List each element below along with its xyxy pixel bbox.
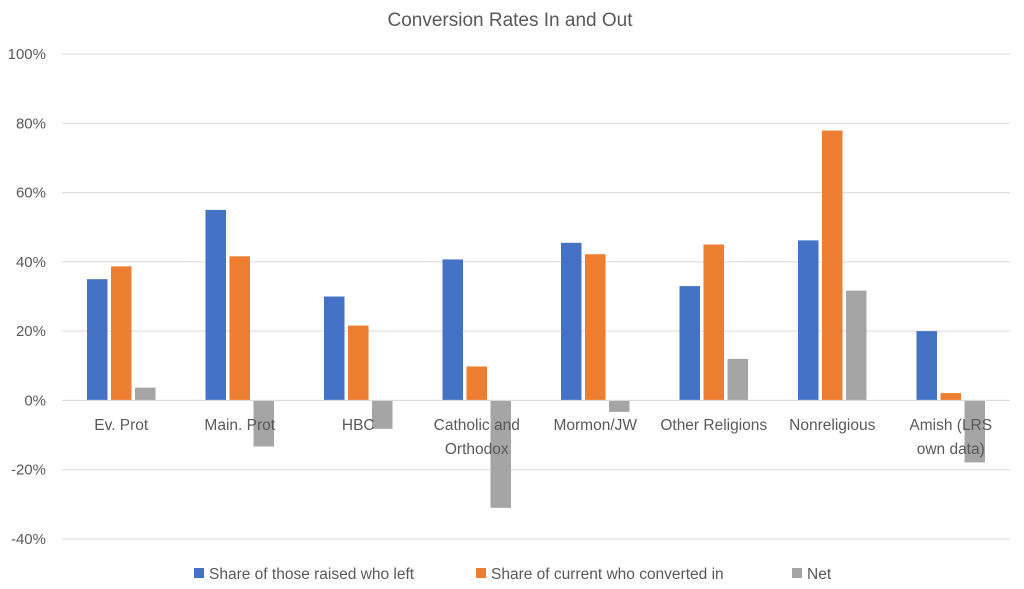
x-category-label: Nonreligious bbox=[789, 417, 875, 434]
category-labels: Ev. Prot Main. Prot HBC Catholic and Orthodo… bbox=[94, 417, 992, 458]
y-tick-label: -20% bbox=[11, 462, 46, 479]
x-category-label: Catholic and bbox=[434, 417, 520, 434]
x-category-label: Ev. Prot bbox=[94, 417, 149, 434]
chart-title: Conversion Rates In and Out bbox=[387, 10, 633, 31]
bar bbox=[964, 400, 985, 463]
bar bbox=[87, 279, 108, 401]
bar bbox=[916, 331, 937, 401]
x-category-label: Orthodox bbox=[445, 441, 509, 458]
bar bbox=[609, 400, 630, 412]
legend-label: Net bbox=[807, 566, 832, 583]
bar bbox=[324, 296, 345, 401]
x-category-label: HBC bbox=[342, 417, 375, 434]
bar bbox=[490, 400, 511, 508]
y-axis: -40% -20% 0% 20% 40% 60% 80% 100% bbox=[8, 46, 46, 548]
x-category-label: Mormon/JW bbox=[553, 417, 637, 434]
bar bbox=[798, 240, 819, 401]
y-tick-label: 20% bbox=[16, 323, 46, 340]
bar bbox=[846, 290, 867, 401]
legend: Share of those raised who left Share of c… bbox=[194, 566, 832, 583]
bar bbox=[253, 400, 274, 447]
bar bbox=[585, 254, 606, 401]
bar bbox=[205, 209, 226, 401]
y-tick-label: -40% bbox=[11, 531, 46, 548]
y-tick-label: 100% bbox=[8, 46, 46, 63]
legend-swatch bbox=[194, 568, 204, 578]
x-category-label: Amish (LRS bbox=[909, 417, 992, 434]
x-category-label: own data) bbox=[917, 441, 985, 458]
legend-label: Share of current who converted in bbox=[491, 566, 724, 583]
bar bbox=[561, 242, 582, 401]
bars bbox=[87, 130, 985, 508]
y-tick-label: 80% bbox=[16, 115, 46, 132]
x-category-label: Main. Prot bbox=[204, 417, 275, 434]
legend-swatch bbox=[792, 568, 802, 578]
bar bbox=[348, 325, 369, 401]
y-tick-label: 0% bbox=[24, 392, 46, 409]
bar bbox=[679, 286, 700, 401]
bar bbox=[703, 244, 724, 401]
bar bbox=[111, 266, 132, 401]
y-tick-label: 40% bbox=[16, 254, 46, 271]
x-category-label: Other Religions bbox=[660, 417, 767, 434]
y-tick-label: 60% bbox=[16, 185, 46, 202]
bar bbox=[466, 366, 487, 401]
bar bbox=[822, 130, 843, 401]
legend-label: Share of those raised who left bbox=[209, 566, 415, 583]
bar bbox=[442, 259, 463, 401]
bar bbox=[229, 256, 250, 401]
bar bbox=[372, 400, 393, 429]
gridlines bbox=[62, 53, 1010, 540]
bar bbox=[727, 358, 748, 401]
legend-swatch bbox=[476, 568, 486, 578]
bar bbox=[135, 387, 156, 401]
bar bbox=[940, 393, 961, 401]
